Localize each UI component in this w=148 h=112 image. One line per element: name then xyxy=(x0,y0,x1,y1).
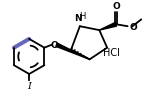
Text: H: H xyxy=(80,12,86,21)
Polygon shape xyxy=(56,44,90,60)
Text: O: O xyxy=(50,41,58,50)
Text: N: N xyxy=(74,14,82,23)
Text: O: O xyxy=(112,2,120,11)
Polygon shape xyxy=(99,23,117,31)
Text: I: I xyxy=(27,81,31,90)
Text: HCl: HCl xyxy=(103,47,119,57)
Text: O: O xyxy=(130,23,137,31)
